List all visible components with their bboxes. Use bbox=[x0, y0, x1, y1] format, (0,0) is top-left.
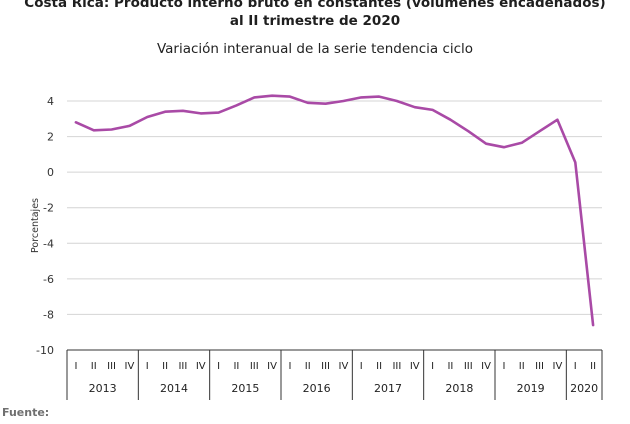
y-tick-label: -6 bbox=[43, 273, 54, 286]
x-quarter-label: IV bbox=[267, 361, 277, 372]
y-axis-label: Porcentajes bbox=[30, 198, 41, 253]
x-year-label: 2014 bbox=[160, 382, 188, 395]
x-quarter-label: I bbox=[146, 361, 149, 372]
x-quarter-label: I bbox=[360, 361, 363, 372]
chart-title-line-2: al II trimestre de 2020 bbox=[229, 13, 401, 29]
chart-title: Costa Rica: Producto interno bruto en co… bbox=[0, 0, 630, 30]
x-quarter-label: I bbox=[574, 361, 577, 372]
y-tick-label: -2 bbox=[43, 202, 54, 215]
series-line bbox=[74, 94, 595, 327]
x-quarter-label: III bbox=[464, 361, 473, 372]
x-year-label: 2017 bbox=[374, 382, 402, 395]
x-quarter-label: II bbox=[376, 361, 382, 372]
x-year-label: 2019 bbox=[517, 382, 545, 395]
y-tick-label: 2 bbox=[47, 131, 54, 144]
x-quarter-label: II bbox=[590, 361, 596, 372]
x-quarter-label: IV bbox=[410, 361, 420, 372]
x-quarter-label: III bbox=[107, 361, 116, 372]
x-quarter-label: II bbox=[162, 361, 168, 372]
x-quarter-label: I bbox=[502, 361, 505, 372]
x-year-label: 2013 bbox=[89, 382, 117, 395]
chart-title-line-1: Costa Rica: Producto interno bruto en co… bbox=[24, 0, 606, 11]
y-tick-label: 4 bbox=[47, 95, 54, 108]
y-tick-label: -10 bbox=[36, 344, 54, 357]
x-quarter-label: I bbox=[74, 361, 77, 372]
y-tick-label: -4 bbox=[43, 237, 54, 250]
x-quarter-label: IV bbox=[196, 361, 206, 372]
x-quarter-label: II bbox=[447, 361, 453, 372]
x-year-label: 2016 bbox=[303, 382, 331, 395]
source-label: Fuente: bbox=[2, 406, 50, 419]
x-quarter-label: IV bbox=[125, 361, 135, 372]
x-quarter-label: III bbox=[178, 361, 187, 372]
x-quarter-label: III bbox=[535, 361, 544, 372]
x-quarter-label: II bbox=[233, 361, 239, 372]
x-quarter-label: I bbox=[431, 361, 434, 372]
x-quarter-label: I bbox=[288, 361, 291, 372]
chart-subtitle: Variación interanual de la serie tendenc… bbox=[156, 41, 474, 57]
x-quarter-label: III bbox=[321, 361, 330, 372]
x-quarter-label: II bbox=[305, 361, 311, 372]
x-quarter-label: III bbox=[250, 361, 259, 372]
x-quarter-label: II bbox=[519, 361, 525, 372]
x-year-label: 2015 bbox=[231, 382, 259, 395]
x-year-label: 2018 bbox=[445, 382, 473, 395]
y-tick-label: 0 bbox=[47, 166, 54, 179]
x-quarter-label: I bbox=[217, 361, 220, 372]
x-quarter-label: IV bbox=[339, 361, 349, 372]
y-tick-label: -8 bbox=[43, 308, 54, 321]
x-quarter-label: II bbox=[91, 361, 97, 372]
x-quarter-label: III bbox=[392, 361, 401, 372]
x-quarter-label: IV bbox=[481, 361, 491, 372]
x-year-label: 2020 bbox=[570, 382, 598, 395]
x-quarter-label: IV bbox=[553, 361, 563, 372]
